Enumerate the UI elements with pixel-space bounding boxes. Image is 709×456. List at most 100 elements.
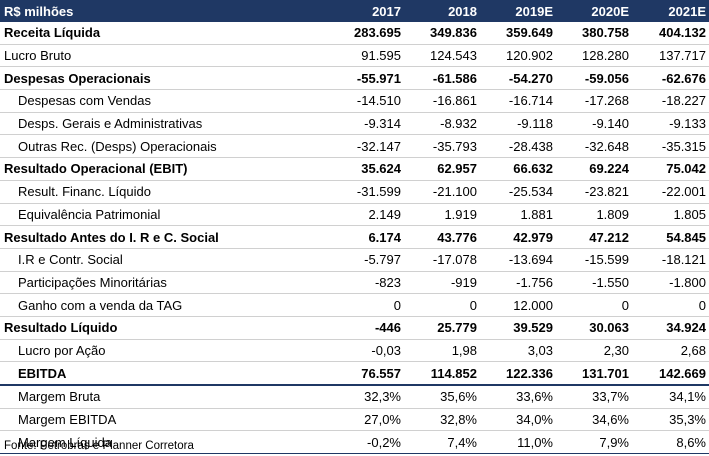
cell-value: 137.717 bbox=[632, 44, 709, 68]
row-label: Lucro Bruto bbox=[0, 44, 326, 68]
source-note: Fonte: Petrobras e Planner Corretora bbox=[4, 440, 194, 452]
cell-value: 35,3% bbox=[632, 408, 709, 432]
cell-value: 32,3% bbox=[326, 385, 404, 409]
cell-value: -17.268 bbox=[556, 89, 632, 113]
row-label: Despesas Operacionais bbox=[0, 66, 326, 91]
header-year: 2019E bbox=[480, 0, 556, 22]
cell-value: 42.979 bbox=[480, 225, 556, 249]
table-row: Despesas Operacionais -55.971 -61.586 -54.2… bbox=[0, 66, 709, 91]
cell-value: 1.809 bbox=[556, 203, 632, 227]
table-row: Ganho com a venda da TAG 0 0 12.000 0 0 bbox=[0, 293, 709, 317]
cell-value: 62.957 bbox=[404, 157, 480, 181]
table-header-row: R$ milhões 2017 2018 2019E 2020E 2021E bbox=[0, 0, 709, 22]
row-label: Equivalência Patrimonial bbox=[0, 203, 326, 227]
cell-value: 1.919 bbox=[404, 203, 480, 227]
header-year: 2018 bbox=[404, 0, 480, 22]
cell-value: 7,4% bbox=[404, 430, 480, 455]
cell-value: 75.042 bbox=[632, 157, 709, 181]
cell-value: -32.147 bbox=[326, 134, 404, 159]
cell-value: -1.550 bbox=[556, 271, 632, 295]
table-row: Lucro por Ação -0,03 1,98 3,03 2,30 2,68 bbox=[0, 339, 709, 363]
cell-value: -9.140 bbox=[556, 112, 632, 136]
cell-value: 142.669 bbox=[632, 361, 709, 387]
row-label: Resultado Líquido bbox=[0, 316, 326, 340]
cell-value: -22.001 bbox=[632, 180, 709, 204]
cell-value: 2,68 bbox=[632, 339, 709, 363]
row-label: Outras Rec. (Desps) Operacionais bbox=[0, 134, 326, 159]
cell-value: 6.174 bbox=[326, 225, 404, 249]
cell-value: 0 bbox=[404, 293, 480, 317]
cell-value: -446 bbox=[326, 316, 404, 340]
cell-value: 34,1% bbox=[632, 385, 709, 409]
cell-value: -21.100 bbox=[404, 180, 480, 204]
cell-value: 1.881 bbox=[480, 203, 556, 227]
cell-value: 35.624 bbox=[326, 157, 404, 181]
cell-value: -59.056 bbox=[556, 66, 632, 91]
cell-value: 380.758 bbox=[556, 22, 632, 45]
row-label: I.R e Contr. Social bbox=[0, 248, 326, 272]
row-label: Margem Líquida bbox=[0, 430, 326, 455]
table-row: Margem Líquida -0,2% 7,4% 11,0% 7,9% 8,6% bbox=[0, 430, 709, 455]
table-row: Despesas com Vendas -14.510 -16.861 -16.714… bbox=[0, 89, 709, 113]
cell-value: 33,7% bbox=[556, 385, 632, 409]
cell-value: -9.314 bbox=[326, 112, 404, 136]
cell-value: 120.902 bbox=[480, 44, 556, 68]
row-label: Ganho com a venda da TAG bbox=[0, 293, 326, 317]
table-row: Resultado Antes do I. R e C. Social 6.174… bbox=[0, 225, 709, 249]
cell-value: -0,03 bbox=[326, 339, 404, 363]
table-row: I.R e Contr. Social -5.797 -17.078 -13.694-… bbox=[0, 248, 709, 272]
cell-value: 2,30 bbox=[556, 339, 632, 363]
cell-value: 43.776 bbox=[404, 225, 480, 249]
cell-value: -16.861 bbox=[404, 89, 480, 113]
cell-value: 39.529 bbox=[480, 316, 556, 340]
header-unit: R$ milhões bbox=[0, 0, 326, 22]
row-label: Resultado Antes do I. R e C. Social bbox=[0, 225, 326, 249]
cell-value: -18.227 bbox=[632, 89, 709, 113]
row-label: Receita Líquida bbox=[0, 22, 326, 45]
cell-value: 124.543 bbox=[404, 44, 480, 68]
cell-value: -1.756 bbox=[480, 271, 556, 295]
row-label: Result. Financ. Líquido bbox=[0, 180, 326, 204]
table-row: Receita Líquida 283.695 349.836 359.649 380.… bbox=[0, 22, 709, 45]
table-row: Participações Minoritárias -823 -919 -1.756… bbox=[0, 271, 709, 295]
cell-value: -32.648 bbox=[556, 134, 632, 159]
cell-value: 34.924 bbox=[632, 316, 709, 340]
cell-value: 30.063 bbox=[556, 316, 632, 340]
cell-value: 8,6% bbox=[632, 430, 709, 455]
row-label: Despesas com Vendas bbox=[0, 89, 326, 113]
cell-value: -13.694 bbox=[480, 248, 556, 272]
cell-value: 25.779 bbox=[404, 316, 480, 340]
table-body: Receita Líquida 283.695 349.836 359.649 380.… bbox=[0, 22, 709, 455]
cell-value: 12.000 bbox=[480, 293, 556, 317]
row-label: Desps. Gerais e Administrativas bbox=[0, 112, 326, 136]
cell-value: 283.695 bbox=[326, 22, 404, 45]
cell-value: -9.118 bbox=[480, 112, 556, 136]
cell-value: 114.852 bbox=[404, 361, 480, 387]
row-label: Lucro por Ação bbox=[0, 339, 326, 363]
table-row: Lucro Bruto 91.595 124.543 120.902 128.280 13… bbox=[0, 44, 709, 68]
cell-value: 0 bbox=[632, 293, 709, 317]
cell-value: 1.805 bbox=[632, 203, 709, 227]
cell-value: -31.599 bbox=[326, 180, 404, 204]
cell-value: -55.971 bbox=[326, 66, 404, 91]
cell-value: 349.836 bbox=[404, 22, 480, 45]
cell-value: -823 bbox=[326, 271, 404, 295]
table-row: Result. Financ. Líquido -31.599 -21.100 -25… bbox=[0, 180, 709, 204]
cell-value: 3,03 bbox=[480, 339, 556, 363]
cell-value: 404.132 bbox=[632, 22, 709, 45]
table-row: EBITDA 76.557 114.852 122.336 131.701 142.669 bbox=[0, 361, 709, 387]
cell-value: 35,6% bbox=[404, 385, 480, 409]
cell-value: -0,2% bbox=[326, 430, 404, 455]
row-label: Margem EBITDA bbox=[0, 408, 326, 432]
cell-value: -35.793 bbox=[404, 134, 480, 159]
table-row: Margem EBITDA 27,0% 32,8% 34,0% 34,6% 35,3% bbox=[0, 408, 709, 432]
header-year: 2020E bbox=[556, 0, 632, 22]
cell-value: 131.701 bbox=[556, 361, 632, 387]
cell-value: 34,6% bbox=[556, 408, 632, 432]
cell-value: -9.133 bbox=[632, 112, 709, 136]
cell-value: -23.821 bbox=[556, 180, 632, 204]
table-row: Resultado Líquido -446 25.779 39.529 30.063 3… bbox=[0, 316, 709, 340]
header-year: 2021E bbox=[632, 0, 709, 22]
